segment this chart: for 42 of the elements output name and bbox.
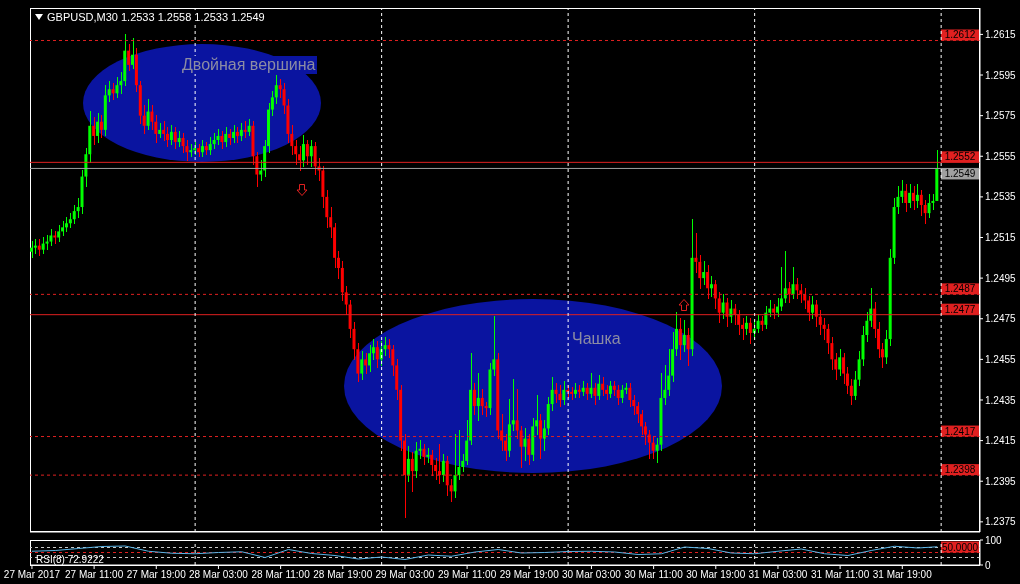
x-tick-label: 28 Mar 19:00 [313,569,373,581]
ref-line-label: 50.0000 [941,541,979,553]
y-tick-label: 1.2415 [985,435,1017,447]
ref-line-label: 1.2477 [944,303,976,315]
annotation: Чашка [570,330,623,348]
text: RSI(8) 72.9222 [35,554,105,565]
y-tick-label: 1.2455 [985,353,1017,365]
x-tick-label: 29 Mar 19:00 [499,569,560,581]
x-tick-label: 30 Mar 19:00 [686,569,746,581]
y-tick-label: 1.2555 [985,150,1017,162]
y-tick-label: 1.2615 [985,28,1017,40]
y-tick-label: 1.2435 [985,394,1017,406]
annotation: Двойная вершина [180,56,318,74]
y-tick-label: 1.2475 [985,313,1017,325]
x-tick-label: 30 Mar 03:00 [561,569,622,581]
ref-line-label: 1.2487 [944,283,976,295]
y-tick-label: 1.2495 [985,272,1017,284]
x-tick-label: 29 Mar 03:00 [375,569,435,581]
ref-line-label: 1.2612 [944,29,976,41]
y-tick-label: 1.2395 [985,475,1017,487]
x-tick-label: 30 Mar 11:00 [624,569,684,581]
x-tick-label: 29 Mar 11:00 [438,569,497,581]
ref-line-label: 1.2552 [944,151,976,163]
y-tick-label: 1.2595 [985,69,1017,81]
x-tick-label: 27 Mar 19:00 [126,569,187,581]
y-tick-label: 1.2515 [985,232,1017,244]
chart-title: GBPUSD,M30 1.2533 1.2558 1.2533 1.2549 [47,11,265,23]
y-tick-label: 1.2375 [985,516,1017,528]
x-tick-label: 28 Mar 03:00 [188,569,249,581]
x-tick-label: 31 Mar 03:00 [748,569,808,581]
y-tick-label: 100 [985,534,1003,546]
ref-line-label: 1.2549 [944,168,976,180]
x-tick-label: 31 Mar 11:00 [811,569,870,581]
y-tick-label: 0 [985,559,991,571]
ref-line-label: 1.2398 [944,464,976,476]
x-tick-label: 31 Mar 19:00 [872,569,933,581]
x-tick-label: 27 Mar 2017 [3,569,61,581]
x-tick-label: 27 Mar 11:00 [65,569,124,581]
y-tick-label: 1.2575 [985,110,1017,122]
ref-line-label: 1.2417 [944,425,976,437]
y-tick-label: 1.2535 [985,191,1017,203]
x-tick-label: 28 Mar 11:00 [251,569,311,581]
